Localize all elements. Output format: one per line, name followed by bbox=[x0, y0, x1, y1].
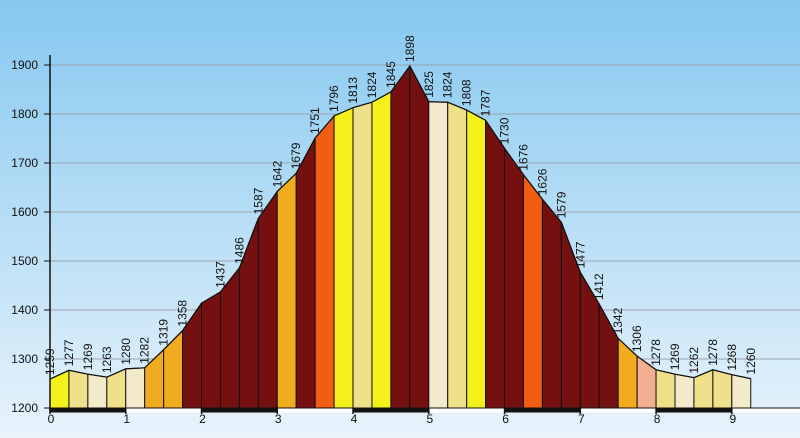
elevation-segment bbox=[522, 173, 543, 409]
scale-bar-segment bbox=[731, 408, 800, 413]
elevation-label: 1787 bbox=[479, 89, 493, 116]
elevation-segments bbox=[49, 64, 752, 409]
x-tick-label: 5 bbox=[426, 412, 433, 426]
elevation-label: 1808 bbox=[460, 79, 474, 106]
elevation-label: 1845 bbox=[384, 61, 398, 88]
elevation-segment bbox=[485, 118, 506, 409]
elevation-label: 1259 bbox=[43, 348, 57, 375]
elevation-label: 1262 bbox=[687, 347, 701, 374]
elevation-label: 1679 bbox=[289, 142, 303, 169]
elevation-label: 1269 bbox=[81, 343, 95, 370]
elevation-segment bbox=[655, 369, 676, 409]
elevation-segment bbox=[712, 369, 733, 409]
y-tick-label: 1900 bbox=[11, 58, 38, 72]
elevation-labels: 1259 1277 1269 1263 1280 1282 1319 1358 1437 1486… bbox=[43, 35, 758, 375]
elevation-label: 1824 bbox=[365, 71, 379, 98]
profile-line bbox=[49, 64, 751, 380]
x-tick-label: 2 bbox=[199, 412, 206, 426]
scale-bar-segment bbox=[580, 408, 657, 413]
elevation-segment bbox=[333, 106, 354, 409]
elevation-segment bbox=[87, 373, 108, 409]
elevation-segment bbox=[504, 146, 524, 409]
x-tick-label: 3 bbox=[275, 412, 282, 426]
y-tick-label: 1300 bbox=[11, 352, 38, 366]
scale-bar-segment bbox=[428, 408, 505, 413]
profile-outline bbox=[49, 64, 751, 380]
scale-bar-segment bbox=[201, 408, 278, 413]
x-tick-label: 0 bbox=[48, 412, 55, 426]
elevation-label: 1676 bbox=[516, 144, 530, 171]
elevation-label: 1268 bbox=[725, 344, 739, 371]
y-tick-label: 1400 bbox=[11, 303, 38, 317]
elevation-segment bbox=[295, 137, 316, 409]
elevation-label: 1642 bbox=[270, 160, 284, 187]
elevation-label: 1587 bbox=[251, 187, 265, 214]
elevation-segment bbox=[428, 101, 449, 409]
elevation-segment bbox=[674, 373, 695, 409]
scale-bar-segment bbox=[353, 408, 429, 413]
elevation-segment bbox=[125, 367, 146, 409]
elevation-label: 1358 bbox=[176, 300, 190, 327]
elevation-segment bbox=[276, 172, 297, 409]
elevation-label: 1278 bbox=[649, 339, 663, 366]
scale-bar-segment bbox=[277, 408, 354, 413]
elevation-segment bbox=[447, 101, 468, 409]
elevation-label: 1796 bbox=[327, 85, 341, 112]
x-tick-label: 4 bbox=[351, 412, 358, 426]
scale-bar-segment bbox=[125, 408, 202, 413]
x-tick-label: 9 bbox=[729, 412, 736, 426]
elevation-label: 1898 bbox=[403, 35, 417, 62]
elevation-label: 1280 bbox=[119, 338, 133, 365]
y-tick-label: 1500 bbox=[11, 254, 38, 268]
elevation-segment bbox=[390, 64, 411, 409]
elevation-segment bbox=[68, 369, 89, 409]
elevation-label: 1730 bbox=[498, 117, 512, 144]
scale-bar-segment bbox=[656, 408, 732, 413]
elevation-label: 1278 bbox=[706, 339, 720, 366]
elevation-segment bbox=[371, 91, 392, 409]
scale-bar-segment bbox=[50, 408, 126, 413]
elevation-label: 1824 bbox=[441, 71, 455, 98]
elevation-segment bbox=[466, 109, 487, 409]
elevation-label: 1486 bbox=[232, 237, 246, 264]
y-tick-label: 1700 bbox=[11, 156, 38, 170]
elevation-segment bbox=[541, 197, 562, 409]
elevation-label: 1437 bbox=[213, 261, 227, 288]
elevation-label: 1342 bbox=[611, 307, 625, 334]
elevation-label: 1277 bbox=[62, 339, 76, 366]
y-tick-label: 1800 bbox=[11, 107, 38, 121]
elevation-segment bbox=[257, 189, 278, 409]
elevation-label: 1579 bbox=[554, 191, 568, 218]
elevation-label: 1282 bbox=[138, 337, 152, 364]
elevation-segment bbox=[409, 65, 430, 409]
x-tick-label: 7 bbox=[578, 412, 585, 426]
y-tick-label: 1600 bbox=[11, 205, 38, 219]
y-tick-labels: 1200 1300 1400 1500 1600 1700 1800 1900 bbox=[11, 58, 50, 415]
y-tick-label: 1200 bbox=[11, 401, 38, 415]
elevation-label: 1306 bbox=[630, 325, 644, 352]
elevation-label: 1269 bbox=[668, 343, 682, 370]
elevation-label: 1626 bbox=[535, 168, 549, 195]
x-tick-labels: 0 1 2 3 4 5 6 7 8 9 bbox=[48, 408, 736, 426]
elevation-label: 1813 bbox=[346, 77, 360, 104]
scale-bar-segment bbox=[504, 408, 581, 413]
elevation-label: 1751 bbox=[308, 107, 322, 134]
distance-scale-bar bbox=[50, 408, 800, 413]
elevation-segment bbox=[731, 374, 752, 409]
elevation-segment bbox=[352, 101, 373, 409]
elevation-segment bbox=[201, 290, 221, 409]
x-tick-label: 8 bbox=[654, 412, 661, 426]
elevation-label: 1477 bbox=[573, 241, 587, 268]
x-tick-label: 1 bbox=[123, 412, 130, 426]
elevation-label: 1825 bbox=[422, 71, 436, 98]
elevation-label: 1263 bbox=[100, 346, 114, 373]
elevation-label: 1319 bbox=[157, 319, 171, 346]
x-tick-label: 6 bbox=[502, 412, 509, 426]
elevation-segment bbox=[314, 114, 335, 409]
elevation-label: 1260 bbox=[744, 348, 758, 375]
elevation-label: 1412 bbox=[592, 273, 606, 300]
